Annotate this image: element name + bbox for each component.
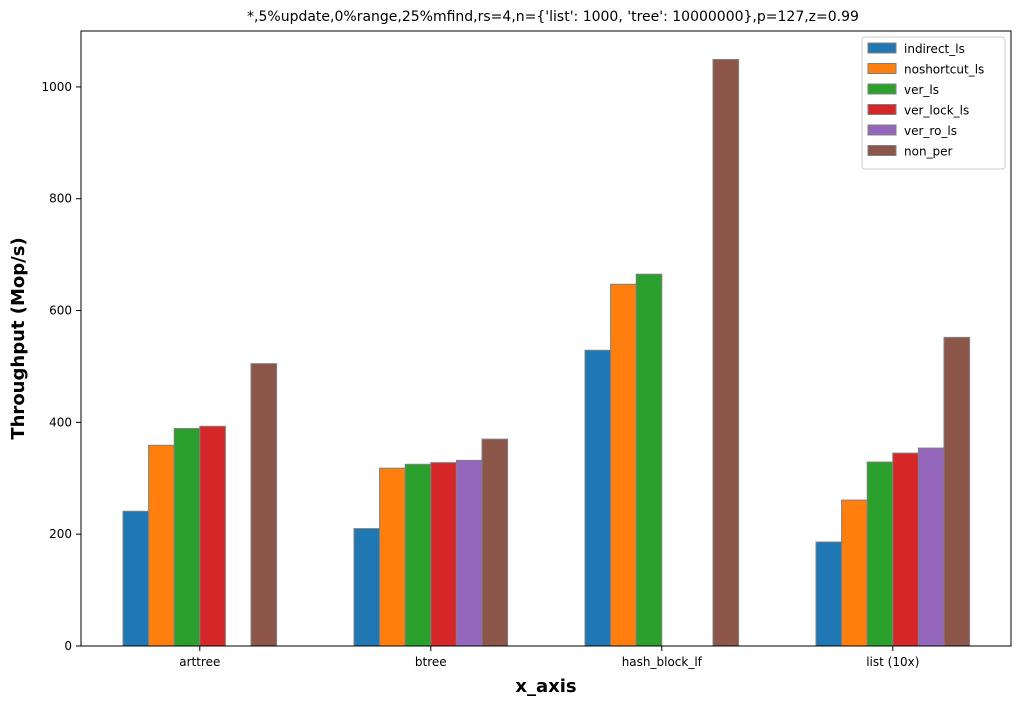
legend-label-non_per: non_per [904, 145, 953, 159]
legend-box [861, 36, 1006, 170]
bar-ver_ls-2 [635, 273, 663, 647]
chart-title: *,5%update,0%range,25%mfind,rs=4,n={'lis… [247, 9, 859, 25]
y-tick-label: 200 [49, 527, 72, 541]
bar-ver_lock_ls-0 [199, 425, 226, 647]
y-tick-label: 1000 [41, 80, 72, 94]
bar-ver_ro_ls-3 [917, 447, 945, 647]
bar-noshortcut_ls-2 [610, 283, 637, 647]
bar-ver_ls-0 [173, 428, 201, 647]
bar-ver_ls-3 [866, 461, 894, 647]
legend-swatch-indirect_ls [867, 42, 897, 54]
bars-group [122, 59, 971, 647]
x-tick-label: arttree [179, 655, 220, 669]
legend: indirect_ls noshortcut_ls ver_ls ver_lock_l… [861, 36, 1006, 170]
y-tick-label: 800 [49, 192, 72, 206]
bar-noshortcut_ls-0 [148, 444, 175, 647]
legend-swatch-ver_ro_ls [867, 124, 897, 136]
x-tick-label: list (10x) [866, 655, 919, 669]
bar-noshortcut_ls-3 [841, 499, 868, 647]
bar-indirect_ls-2 [584, 349, 612, 647]
x-tick-label: btree [415, 655, 447, 669]
bar-ver_ro_ls-1 [455, 459, 483, 647]
x-axis: arttree btree hash_block_lf list (10x) [179, 646, 919, 669]
x-axis-label: x_axis [515, 676, 576, 697]
legend-swatch-non_per [867, 145, 897, 156]
legend-label-ver_ls: ver_ls [904, 83, 939, 97]
y-tick-label: 600 [49, 304, 72, 318]
legend-swatch-ver_ls [867, 83, 897, 95]
x-tick-label: hash_block_lf [622, 655, 703, 669]
bar-non_per-3 [943, 336, 971, 647]
bar-indirect_ls-1 [353, 528, 381, 647]
bar-ver_lock_ls-3 [892, 452, 919, 647]
legend-swatch-ver_lock_ls [867, 104, 897, 115]
y-axis-label: Throughput (Mop/s) [8, 237, 29, 439]
plot-frame [80, 30, 1012, 647]
bar-non_per-2 [712, 59, 740, 647]
legend-label-ver_ro_ls: ver_ro_ls [904, 124, 957, 138]
bar-non_per-0 [250, 363, 278, 647]
legend-swatch-noshortcut_ls [867, 63, 897, 74]
bar-ver_ls-1 [404, 463, 432, 647]
y-tick-label: 400 [49, 415, 72, 429]
y-axis: 0 200 400 600 800 1000 [41, 80, 81, 653]
bar-non_per-1 [481, 438, 509, 647]
legend-label-noshortcut_ls: noshortcut_ls [904, 63, 984, 77]
y-tick-label: 0 [64, 639, 72, 653]
legend-label-indirect_ls: indirect_ls [904, 42, 965, 56]
bar-indirect_ls-3 [815, 541, 843, 647]
legend-label-ver_lock_ls: ver_lock_ls [904, 104, 969, 118]
bar-indirect_ls-0 [122, 510, 150, 647]
bar-noshortcut_ls-1 [379, 467, 406, 647]
bar-ver_lock_ls-1 [430, 462, 457, 647]
